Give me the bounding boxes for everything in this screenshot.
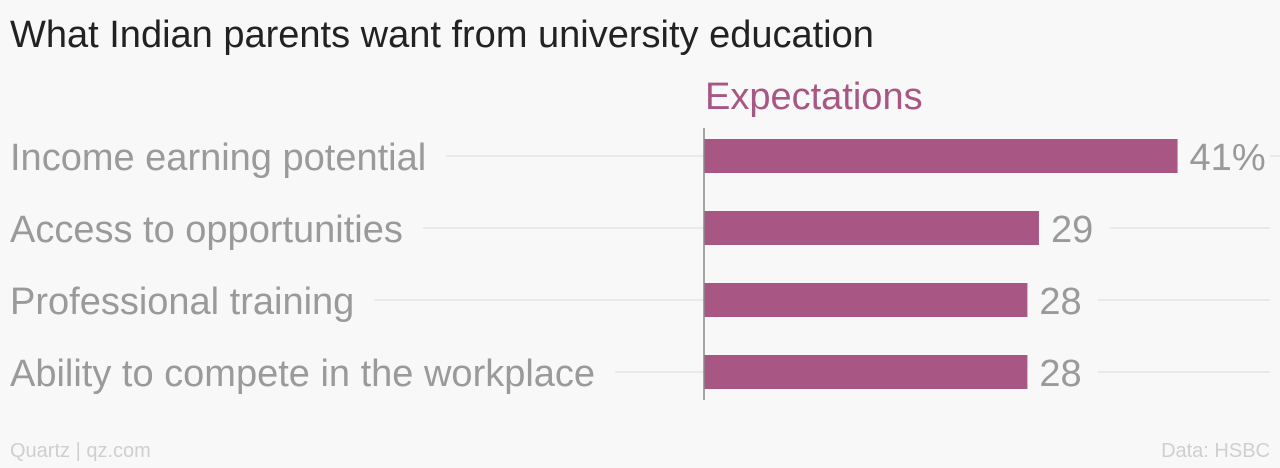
bars xyxy=(704,139,1178,389)
bar xyxy=(704,283,1028,317)
category-label: Professional training xyxy=(10,281,354,323)
footer-source-right: Data: HSBC xyxy=(1161,440,1270,462)
labels: Income earning potential 41% Access to opp… xyxy=(10,137,1266,395)
footer-source-left: Quartz | qz.com xyxy=(10,440,151,462)
bar xyxy=(704,355,1028,389)
series-header: Expectations xyxy=(705,76,923,118)
category-label: Income earning potential xyxy=(10,137,426,179)
category-label: Ability to compete in the workplace xyxy=(10,353,595,395)
data-label: 29 xyxy=(1051,209,1093,251)
grid-lines xyxy=(374,155,1280,373)
data-label: 28 xyxy=(1039,281,1081,323)
data-label: 41% xyxy=(1190,137,1266,179)
category-label: Access to opportunities xyxy=(10,209,403,251)
bar xyxy=(704,139,1178,173)
data-label: 28 xyxy=(1039,353,1081,395)
chart-title: What Indian parents want from university… xyxy=(10,14,874,56)
bar xyxy=(704,211,1039,245)
